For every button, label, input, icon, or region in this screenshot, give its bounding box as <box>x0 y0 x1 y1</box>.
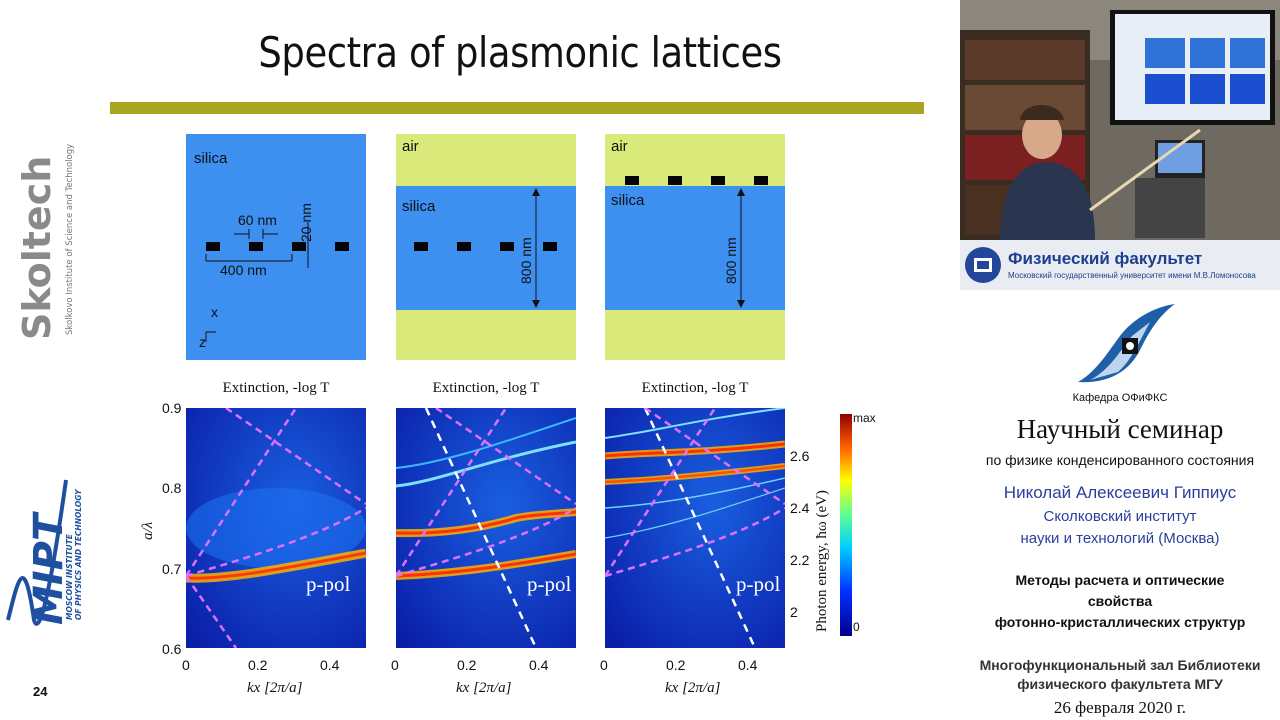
schematic-panel-1: silica 60 nm 400 nm 20 nm x z <box>186 134 366 360</box>
department-logo <box>1078 304 1175 383</box>
seminar-date: 26 февраля 2020 г. <box>1053 698 1187 717</box>
heatmap-3 <box>605 408 785 648</box>
schematic-panel-3: air silica 800 nm <box>605 134 785 360</box>
skoltech-logo-text: Skoltech <box>15 156 59 340</box>
thickness-arrow <box>532 188 540 308</box>
dim-20nm: 20 nm <box>298 203 314 242</box>
colorbar <box>840 414 852 636</box>
lattice-particle <box>500 242 514 251</box>
talk-title-line-1: Методы расчета и оптические <box>1015 572 1225 588</box>
mipt-logo: MIPT MOSCOW INSTITUTE OF PHYSICS AND TEC… <box>6 479 83 626</box>
silica-label: silica <box>402 198 436 215</box>
energy-tick: 2.4 <box>790 500 810 516</box>
silica-label: silica <box>194 150 228 167</box>
mipt-subtitle-1: MOSCOW INSTITUTE <box>65 533 74 620</box>
lattice-particle <box>249 242 263 251</box>
axis-x-label: x <box>211 304 218 320</box>
x-axis-label-3: kx [2π/a] <box>665 680 721 696</box>
skoltech-subtitle: Skolkovo Institute of Science and Techno… <box>65 144 75 335</box>
talk-title-line-2: свойства <box>1087 593 1153 609</box>
faculty-banner-title: Физический факультет <box>1008 249 1203 268</box>
x-tick: 0.4 <box>320 657 340 673</box>
faculty-banner: Физический факультет Московский государс… <box>960 240 1280 290</box>
y-tick: 0.8 <box>162 480 182 496</box>
dim-60nm: 60 nm <box>238 212 277 228</box>
speaker-affiliation-2: науки и технологий (Москва) <box>1020 530 1220 547</box>
colorbar-min-label: 0 <box>853 620 860 634</box>
energy-tick: 2.6 <box>790 448 810 464</box>
x-tick: 0 <box>600 657 608 673</box>
y-tick: 0.9 <box>162 400 182 416</box>
energy-tick: 2 <box>790 604 798 620</box>
title-underline <box>110 102 924 114</box>
pol-label-1: p-pol <box>306 572 351 596</box>
silica-label: silica <box>611 192 645 209</box>
x-tick: 0 <box>391 657 399 673</box>
x-axis-label-1: kx [2π/a] <box>247 680 303 696</box>
heatmap-title-2: Extinction, -log T <box>432 380 540 396</box>
thickness-arrow <box>737 188 745 308</box>
lattice-particle <box>335 242 349 251</box>
dim-400nm: 400 nm <box>220 262 267 278</box>
x-tick: 0 <box>182 657 190 673</box>
pol-label-2: p-pol <box>527 572 572 596</box>
lattice-particle <box>711 176 725 185</box>
venue-line-1: Многофункциональный зал Библиотеки <box>979 657 1261 673</box>
x-tick: 0.2 <box>457 657 477 673</box>
dimension-lines <box>205 222 309 342</box>
y-tick: 0.6 <box>162 641 182 657</box>
schematic-panel-2: air silica 800 nm <box>396 134 576 360</box>
lattice-particle <box>668 176 682 185</box>
lattice-particle <box>457 242 471 251</box>
x-axis-label-2: kx [2π/a] <box>456 680 512 696</box>
mipt-logo-text: MIPT <box>26 511 72 625</box>
speaker-name: Николай Алексеевич Гиппиус <box>1003 483 1237 502</box>
heatmap-1 <box>186 408 366 648</box>
axis-z-label: z <box>199 334 206 350</box>
heatmap-title-1: Extinction, -log T <box>222 380 330 396</box>
seminar-subtitle: по физике конденсированного состояния <box>985 452 1255 468</box>
pol-label-3: p-pol <box>736 572 781 596</box>
venue-line-2: физического факультета МГУ <box>1017 676 1223 692</box>
dim-800nm: 800 nm <box>518 237 534 284</box>
heatmap-title-3: Extinction, -log T <box>641 380 749 396</box>
y-tick: 0.7 <box>162 561 182 577</box>
dim-800nm: 800 nm <box>723 237 739 284</box>
x-tick: 0.4 <box>738 657 758 673</box>
energy-tick: 2.2 <box>790 552 810 568</box>
speaker-affiliation-1: Сколковский институт <box>1043 508 1197 525</box>
speaker-video-feed <box>960 0 1280 240</box>
x-tick: 0.2 <box>248 657 268 673</box>
lattice-particle <box>543 242 557 251</box>
x-tick: 0.4 <box>529 657 549 673</box>
lattice-particle <box>625 176 639 185</box>
colorbar-max-label: max <box>853 411 876 425</box>
skoltech-logo: Skoltech Skolkovo Institute of Science a… <box>15 144 75 340</box>
seminar-title: Научный семинар <box>1016 414 1224 444</box>
msu-logo-icon <box>965 247 1001 283</box>
heatmap-2 <box>396 408 576 648</box>
y-axis-label: a/λ <box>140 521 156 540</box>
air-label: air <box>402 138 419 155</box>
lattice-particle <box>292 242 306 251</box>
slide-number: 24 <box>33 684 48 699</box>
mipt-subtitle-2: OF PHYSICS AND TECHNOLOGY <box>74 488 83 620</box>
slide-title: Spectra of plasmonic lattices <box>258 28 782 77</box>
department-name: Кафедра ОФиФКС <box>1072 392 1168 404</box>
energy-axis-label: Photon energy, ħω (eV) <box>814 490 830 632</box>
x-tick: 0.2 <box>666 657 686 673</box>
faculty-banner-subtitle: Московский государственный университет и… <box>1008 271 1256 280</box>
lattice-particle <box>414 242 428 251</box>
talk-title-line-3: фотонно-кристаллических структур <box>994 614 1246 630</box>
air-label: air <box>611 138 628 155</box>
lattice-particle <box>754 176 768 185</box>
lattice-particle <box>206 242 220 251</box>
